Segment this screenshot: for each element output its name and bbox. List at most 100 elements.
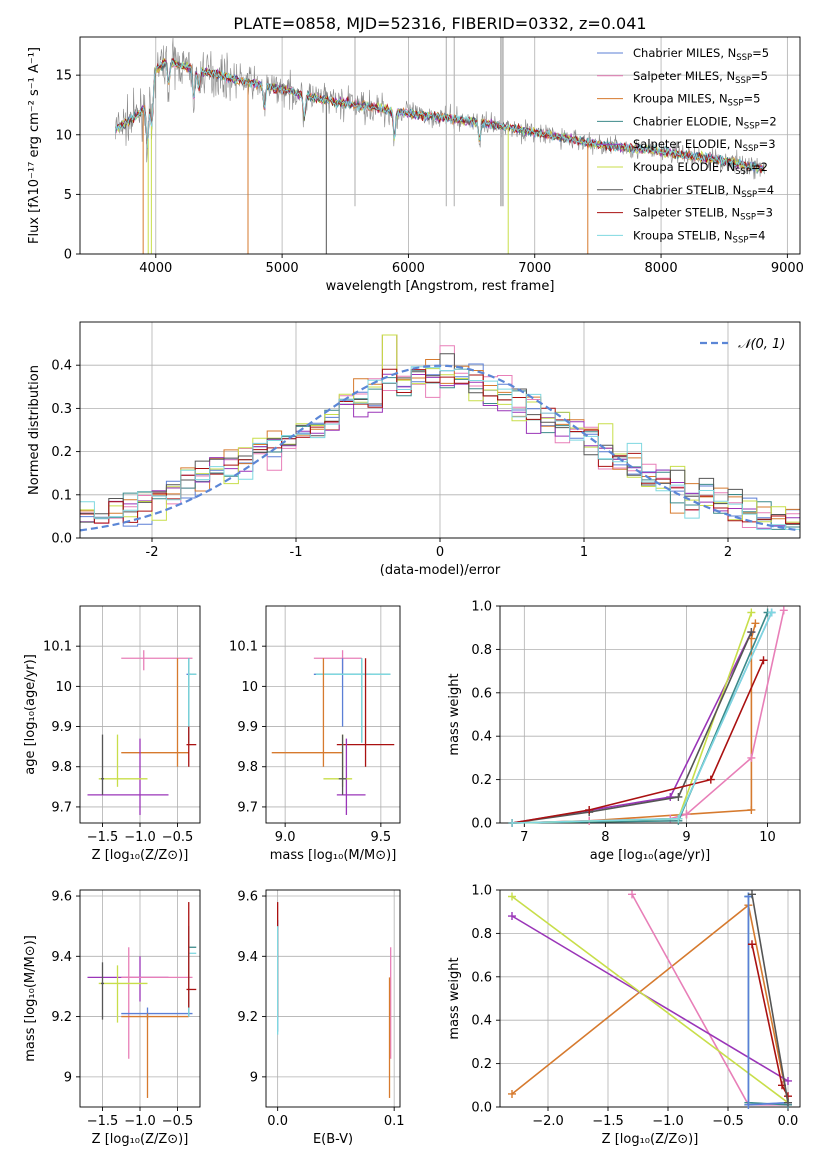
legend-label: Chabrier STELIB, N	[633, 183, 741, 197]
legend-entry: Kroupa MILES, NSSP=5	[633, 92, 760, 109]
x-axis-label: Z [log₁₀(Z/Z⊙)]	[92, 848, 189, 863]
x-tick-label: −2.0	[532, 1114, 564, 1129]
x-tick-label: −1.5	[592, 1114, 624, 1129]
x-tick-label: 8000	[645, 261, 678, 276]
weight-marker	[744, 1100, 753, 1109]
errorbar-point-chabrier-stelib	[101, 962, 104, 1020]
panel-age-mass: 9.0 9.5 9.7 9.8 9.9 10 10.1 mass [log₁₀(M/M⊙)]	[229, 605, 401, 863]
plot-area	[277, 902, 392, 1098]
y-axis-label: mass weight	[447, 673, 462, 755]
x-tick-label: −1.0	[124, 830, 156, 845]
weight-marker	[747, 628, 756, 637]
plot-area	[115, 37, 765, 254]
legend-entry: Chabrier ELODIE, NSSP=2	[633, 114, 777, 131]
y-tick-label: 9.2	[237, 1010, 258, 1025]
y-tick-label: 15	[55, 69, 72, 84]
weight-marker	[508, 912, 516, 921]
y-tick-label: 0.2	[51, 445, 72, 460]
axes-frame	[265, 605, 401, 824]
weight-marker	[748, 890, 756, 899]
legend-entry: Kroupa STELIB, NSSP=4	[633, 228, 765, 245]
legend-suffix: =5	[751, 69, 768, 83]
legend-suffix: =3	[759, 137, 776, 151]
x-tick-label: 6000	[392, 261, 425, 276]
y-tick-label: 1.0	[471, 600, 492, 615]
x-axis-label: Z [log₁₀(Z/Z⊙)]	[602, 1132, 699, 1147]
x-axis-label: wavelength [Angstrom, rest frame]	[326, 279, 555, 294]
weight-marker	[784, 1098, 792, 1107]
x-axis-label: mass [log₁₀(M/M⊙)]	[270, 848, 397, 863]
weight-marker	[508, 1089, 516, 1098]
y-tick-label: 0.8	[471, 927, 492, 942]
y-tick-label: 10	[55, 128, 72, 143]
panel-mass-Z: −1.5 −1.0 −0.5 9 9.2 9.4 9.6 Z [log₁₀(Z/Z⊙)] mas…	[23, 890, 201, 1147]
weight-marker	[666, 792, 675, 801]
y-tick-label: 10	[55, 680, 72, 695]
errorbar-point-kroupa-stelib	[315, 658, 391, 743]
weight-marker	[682, 810, 691, 819]
x-tick-label: 9.5	[371, 830, 392, 845]
legend-subscript: SSP	[736, 53, 752, 63]
legend-label: Salpeter ELODIE, N	[633, 137, 743, 151]
legend-label: Chabrier ELODIE, N	[633, 114, 744, 128]
legend-suffix: =2	[760, 114, 777, 128]
weight-marker	[767, 608, 776, 617]
plot-area	[87, 902, 197, 1098]
y-tick-label: 0.4	[51, 359, 72, 374]
errorbar-point-salpeter-miles	[121, 650, 193, 671]
y-tick-label: 9.7	[51, 800, 72, 815]
panels: 4000 5000 6000 7000 8000 9000051015wavelength…	[23, 36, 804, 1147]
x-tick-label: −1.5	[87, 1114, 119, 1129]
weight-line-kroupa-stelib	[508, 608, 776, 827]
x-tick-label: 0.1	[384, 1114, 405, 1129]
y-tick-label: 0.1	[51, 488, 72, 503]
legend-subscript: SSP	[740, 213, 756, 223]
y-tick-label: 9.4	[237, 950, 258, 965]
y-axis-label: mass [log₁₀(M/M⊙)]	[23, 935, 38, 1062]
x-axis-label: E(B-V)	[313, 1132, 353, 1147]
errorbar-point-kroupa-miles	[121, 1013, 189, 1098]
panel-age-Z: −1.5 −1.0 −0.5 9.7 9.8 9.9 10 10.1 Z [log₁₀(Z/Z⊙…	[23, 605, 201, 863]
y-tick-label: 9	[64, 1070, 72, 1085]
x-tick-label: 1	[580, 545, 588, 560]
axes-frame	[265, 889, 401, 1108]
x-axis-label: Z [log₁₀(Z/Z⊙)]	[92, 1132, 189, 1147]
y-tick-label: 0.2	[471, 1057, 492, 1072]
x-tick-label: 9.0	[275, 830, 296, 845]
weight-marker	[747, 753, 756, 762]
y-tick-label: 10.1	[229, 640, 258, 655]
legend-entry: Salpeter ELODIE, NSSP=3	[633, 137, 776, 154]
errorbar-point-salpeter-miles	[121, 947, 193, 1059]
normal-curve	[80, 364, 800, 532]
x-tick-label: 0.0	[778, 1114, 799, 1129]
histogram-salpeter-stelib	[80, 368, 800, 524]
x-axis-label: (data-model)/error	[380, 563, 501, 578]
y-tick-label: 10.1	[43, 640, 72, 655]
legend-entry: Salpeter STELIB, NSSP=3	[633, 206, 773, 223]
legend-subscript: SSP	[743, 144, 759, 154]
y-tick-label: 1.0	[471, 884, 492, 899]
legend-suffix: =5	[752, 46, 769, 60]
x-tick-label: −0.5	[162, 1114, 194, 1129]
x-tick-label: 7	[520, 830, 528, 845]
legend-label: Salpeter MILES, N	[633, 69, 735, 83]
legend-suffix: =5	[743, 92, 760, 106]
legend-entry: Chabrier STELIB, NSSP=4	[633, 183, 774, 200]
model-line-kroupa-stelib	[115, 59, 765, 173]
y-axis-label: mass weight	[447, 957, 462, 1039]
weight-marker	[674, 792, 683, 801]
legend-label: Kroupa MILES, N	[633, 92, 728, 106]
x-tick-label: 0.0	[267, 1114, 288, 1129]
x-tick-label: −1.5	[87, 830, 119, 845]
weight-line-salpeter-elodie	[508, 912, 792, 1085]
x-tick-label: 4000	[139, 261, 172, 276]
y-tick-label: 9.6	[237, 890, 258, 905]
plot-area	[87, 650, 197, 815]
y-axis-label: Normed distribution	[27, 365, 42, 495]
errorbar-point-kroupa-miles	[121, 658, 189, 767]
y-tick-label: 9.4	[51, 950, 72, 965]
y-axis-label: age [log₁₀(age/yr)]	[23, 654, 38, 775]
legend-label: Salpeter STELIB, N	[633, 206, 740, 220]
legend-suffix: =3	[756, 206, 773, 220]
